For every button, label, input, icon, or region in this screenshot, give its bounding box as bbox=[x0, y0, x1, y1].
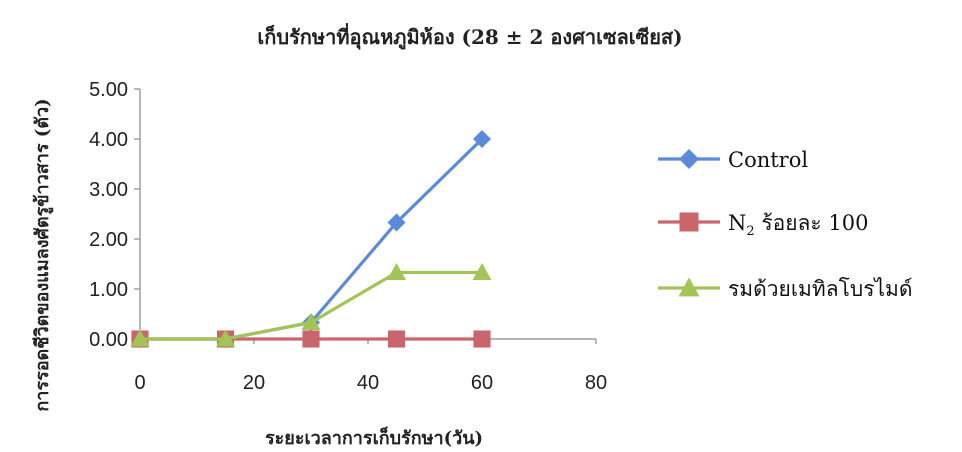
legend-entry-3: รมด้วยเมทิลโบรไมด์ bbox=[658, 277, 913, 301]
y-axis-label: การรอดชีวิตของแมลงศัตรูข้าวสาร (ตัว) bbox=[32, 98, 54, 411]
x-tick-label: 40 bbox=[357, 372, 379, 394]
y-tick-label: 4.00 bbox=[89, 129, 128, 151]
x-tick-label: 20 bbox=[243, 372, 265, 394]
y-tick-label: 0.00 bbox=[89, 329, 128, 351]
data-point bbox=[301, 313, 321, 331]
series-layer bbox=[130, 130, 492, 348]
legend-swatch-marker bbox=[679, 212, 699, 232]
legend-swatch-marker bbox=[678, 277, 700, 297]
data-point bbox=[387, 213, 406, 232]
legend-swatch-marker bbox=[679, 149, 699, 169]
legend-label: รมด้วยเมทิลโบรไมด์ bbox=[728, 277, 913, 301]
data-point bbox=[130, 329, 150, 347]
y-tick-label: 1.00 bbox=[89, 279, 128, 301]
x-tick-label: 0 bbox=[134, 372, 145, 394]
y-tick-label: 5.00 bbox=[89, 79, 128, 101]
data-point bbox=[387, 330, 406, 348]
legend-label: Control bbox=[728, 148, 808, 172]
data-point bbox=[473, 130, 491, 148]
x-axis-label: ระยะเวลาการเก็บรักษา(วัน) bbox=[265, 426, 483, 449]
series-line bbox=[140, 137, 484, 341]
legend: Control N2 ร้อยละ 100 รมด้วยเมทิลโบรไมด์ bbox=[658, 148, 913, 301]
series-3 bbox=[130, 263, 492, 347]
data-point bbox=[387, 263, 406, 281]
legend-entry-1: Control bbox=[658, 148, 808, 172]
axes: 0.00 1.00 2.00 3.00 4.00 5.00 0 20 40 60 80 bbox=[89, 79, 607, 394]
x-tick-label: 80 bbox=[585, 372, 607, 394]
x-tick-label: 60 bbox=[471, 372, 493, 394]
y-tick-label: 2.00 bbox=[89, 229, 128, 251]
legend-label: N2 ร้อยละ 100 bbox=[728, 211, 868, 239]
data-point bbox=[216, 329, 235, 347]
y-tick-label: 3.00 bbox=[89, 179, 128, 201]
chart-title: เก็บรักษาที่อุณหภูมิห้อง (28 ± 2 องศาเซล… bbox=[257, 22, 682, 51]
legend-entry-2: N2 ร้อยละ 100 bbox=[658, 211, 868, 239]
data-point bbox=[473, 330, 491, 348]
data-point bbox=[302, 330, 320, 348]
data-point bbox=[472, 263, 492, 281]
